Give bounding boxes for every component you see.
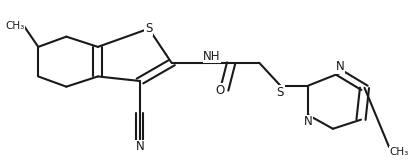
Text: CH₃: CH₃ xyxy=(388,147,407,157)
Text: N: N xyxy=(135,140,144,153)
Text: S: S xyxy=(145,22,152,35)
Text: N: N xyxy=(335,60,344,73)
Text: S: S xyxy=(276,86,283,98)
Text: N: N xyxy=(303,115,312,128)
Text: O: O xyxy=(214,84,223,97)
Text: CH₃: CH₃ xyxy=(5,21,24,31)
Text: NH: NH xyxy=(203,50,220,63)
